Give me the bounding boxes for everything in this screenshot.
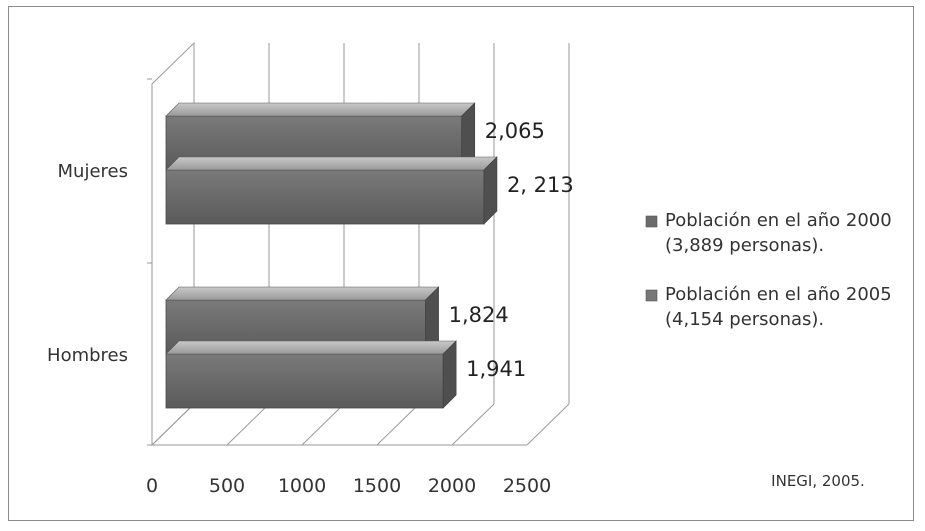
- bar-top: [165, 156, 498, 171]
- bar-top: [165, 286, 440, 301]
- legend-entry-name: Población en el año 2000: [665, 210, 892, 231]
- bar-top: [165, 102, 476, 117]
- bar-top: [165, 340, 457, 355]
- bars-group: [165, 102, 498, 409]
- bar: [165, 340, 457, 409]
- x-tick-label: 2000: [428, 475, 476, 497]
- gridline-floor: [376, 403, 420, 446]
- gridline-floor: [451, 403, 495, 446]
- value-label: 2,065: [485, 119, 545, 143]
- legend-swatch: [645, 215, 658, 228]
- value-label: 2, 213: [507, 173, 574, 197]
- gridline-floor: [526, 403, 570, 446]
- bar-face: [165, 169, 485, 225]
- gridline-floor: [151, 403, 195, 446]
- legend-entry-name: Población en el año 2005: [665, 284, 892, 305]
- legend: Población en el año 2000 (3,889 personas)…: [645, 210, 892, 330]
- x-tick-label: 500: [209, 475, 245, 497]
- legend-entry-note: (3,889 personas).: [665, 235, 824, 256]
- gridline-floor: [226, 403, 270, 446]
- value-label: 1,941: [466, 357, 526, 381]
- legend-swatch: [645, 289, 658, 302]
- source-note: INEGI, 2005.: [734, 462, 902, 500]
- x-tick-label: 2500: [503, 475, 551, 497]
- value-label: 1,824: [449, 303, 509, 327]
- labels-group: 0 500 1000 1500 2000 2500 Mujeres 2,065 2, 213 Ho…: [47, 119, 574, 497]
- chart-frame: [8, 6, 914, 521]
- x-tick-label: 1000: [278, 475, 326, 497]
- category-label: Mujeres: [58, 161, 128, 182]
- bar-end: [483, 156, 498, 225]
- gridline-floor: [301, 403, 345, 446]
- x-tick-label: 0: [146, 475, 158, 497]
- bar-end: [442, 340, 457, 409]
- legend-entry-note: (4,154 personas).: [665, 309, 824, 330]
- bar-face: [165, 353, 444, 409]
- bar: [165, 156, 498, 225]
- category-label: Hombres: [47, 345, 128, 366]
- x-tick-label: 1500: [353, 475, 401, 497]
